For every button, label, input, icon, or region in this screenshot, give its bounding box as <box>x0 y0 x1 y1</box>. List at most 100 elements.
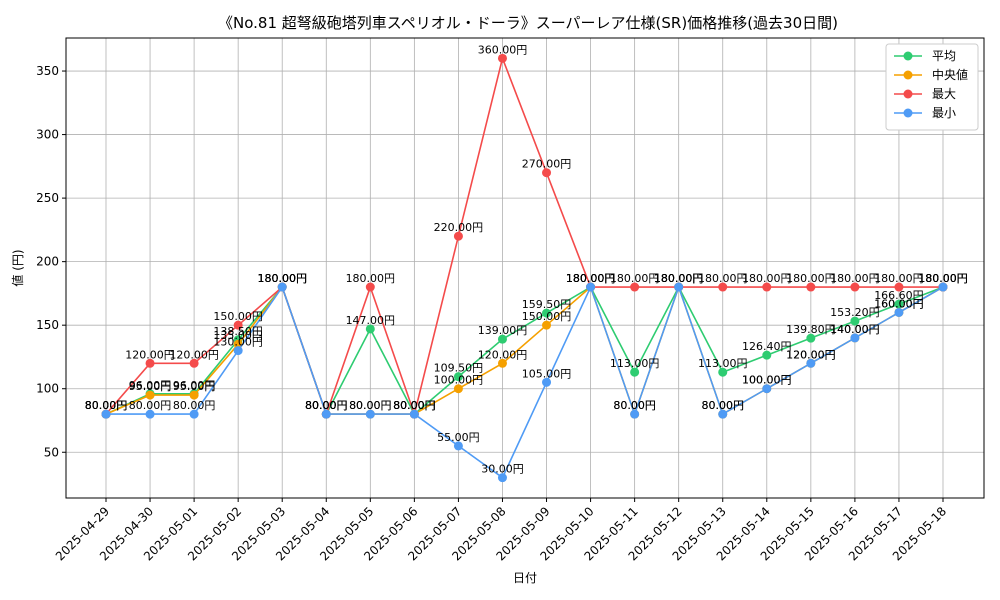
data-label: 138.50円 <box>213 325 263 338</box>
data-label: 220.00円 <box>434 221 484 234</box>
data-label: 95.00円 <box>173 380 216 393</box>
data-label: 80.00円 <box>85 399 128 412</box>
data-label: 139.00円 <box>478 324 528 337</box>
data-label: 80.00円 <box>85 399 128 412</box>
legend-marker-1 <box>903 70 913 80</box>
series-1-point <box>542 320 552 330</box>
legend-marker-0 <box>903 51 913 61</box>
data-label: 153.20円 <box>830 306 880 319</box>
data-label: 113.00円 <box>610 357 660 370</box>
data-label: 180.00円 <box>918 272 968 285</box>
data-label: 140.00円 <box>830 323 880 336</box>
series-2-point <box>233 320 243 330</box>
legend-box <box>885 43 979 131</box>
series-1-point <box>497 358 507 368</box>
data-label: 140.00円 <box>830 323 880 336</box>
data-label: 180.00円 <box>918 272 968 285</box>
data-label: 180.00円 <box>874 272 924 285</box>
data-label: 80.00円 <box>129 399 172 412</box>
data-label: 80.00円 <box>393 399 436 412</box>
data-label: 80.00円 <box>701 399 744 412</box>
series-2-point <box>894 282 904 292</box>
data-label: 120.00円 <box>478 348 528 361</box>
data-label: 120.00円 <box>786 348 836 361</box>
legend-label-0: 平均 <box>932 49 956 63</box>
series-1-point <box>145 390 155 400</box>
data-label: 180.00円 <box>346 272 396 285</box>
data-label: 80.00円 <box>173 399 216 412</box>
x-axis-label: 日付 <box>513 571 537 585</box>
series-0-point <box>453 372 463 382</box>
data-label: 180.00円 <box>918 272 968 285</box>
series-2-point <box>542 168 552 178</box>
data-label: 100.00円 <box>742 374 792 387</box>
series-2-point <box>453 231 463 241</box>
series-2-point <box>365 282 375 292</box>
data-label: 120.00円 <box>169 348 219 361</box>
series-1-point <box>189 390 199 400</box>
data-label: 80.00円 <box>305 399 348 412</box>
data-label: 180.00円 <box>610 272 660 285</box>
series-3-point <box>145 409 155 419</box>
data-label: 55.00円 <box>437 431 480 444</box>
data-label: 180.00円 <box>698 272 748 285</box>
series-3-point <box>365 409 375 419</box>
series-3-point <box>894 307 904 317</box>
data-label: 180.00円 <box>786 272 836 285</box>
data-label: 150.00円 <box>213 310 263 323</box>
series-3-point <box>630 409 640 419</box>
series-3-point <box>806 358 816 368</box>
data-label: 159.50円 <box>522 298 572 311</box>
series-3-point <box>586 282 596 292</box>
data-label: 80.00円 <box>305 399 348 412</box>
series-2-point <box>762 282 772 292</box>
series-3-point <box>409 409 419 419</box>
series-3-point <box>321 409 331 419</box>
y-tick-label: 350 <box>36 64 59 78</box>
series-0-point <box>850 316 860 326</box>
data-label: 80.00円 <box>393 399 436 412</box>
data-label: 147.00円 <box>346 314 396 327</box>
data-label: 80.00円 <box>701 399 744 412</box>
y-tick-label: 100 <box>36 382 59 396</box>
data-label: 130.00円 <box>213 336 263 349</box>
data-label: 166.60円 <box>874 289 924 302</box>
series-lines <box>101 53 948 483</box>
y-tick-label: 300 <box>36 128 59 142</box>
series-3-point <box>762 384 772 394</box>
series-0-point <box>542 308 552 318</box>
data-label: 120.00円 <box>125 348 175 361</box>
data-label: 180.00円 <box>654 272 704 285</box>
series-0-point <box>497 334 507 344</box>
data-label: 139.80円 <box>786 323 836 336</box>
data-label: 180.00円 <box>566 272 616 285</box>
series-2-point <box>806 282 816 292</box>
data-label: 180.00円 <box>830 272 880 285</box>
data-label: 100.00円 <box>434 374 484 387</box>
series-0-point <box>806 333 816 343</box>
y-tick-label: 50 <box>44 445 59 459</box>
data-label: 113.00円 <box>698 357 748 370</box>
data-label: 180.00円 <box>257 272 307 285</box>
data-label: 80.00円 <box>305 399 348 412</box>
y-axis-label: 値 (円) <box>10 249 25 286</box>
series-3-point <box>938 282 948 292</box>
series-3-point <box>101 409 111 419</box>
series-2-point <box>718 282 728 292</box>
data-label: 105.00円 <box>522 367 572 380</box>
data-label: 80.00円 <box>393 399 436 412</box>
data-label: 30.00円 <box>481 463 524 476</box>
data-label: 80.00円 <box>85 399 128 412</box>
data-label: 180.00円 <box>566 272 616 285</box>
data-label: 80.00円 <box>305 399 348 412</box>
x-axis-ticks: 2025-04-292025-04-302025-05-012025-05-02… <box>53 498 949 563</box>
y-axis-ticks: 50 100 150 200 250 300 350 <box>36 64 66 459</box>
series-3-point <box>277 282 287 292</box>
series-line-0 <box>105 285 944 417</box>
data-label: 95.00円 <box>129 380 172 393</box>
legend-label-1: 中央値 <box>932 67 968 82</box>
series-3-point <box>674 282 684 292</box>
data-label: 80.00円 <box>393 399 436 412</box>
legend-marker-2 <box>903 89 913 99</box>
